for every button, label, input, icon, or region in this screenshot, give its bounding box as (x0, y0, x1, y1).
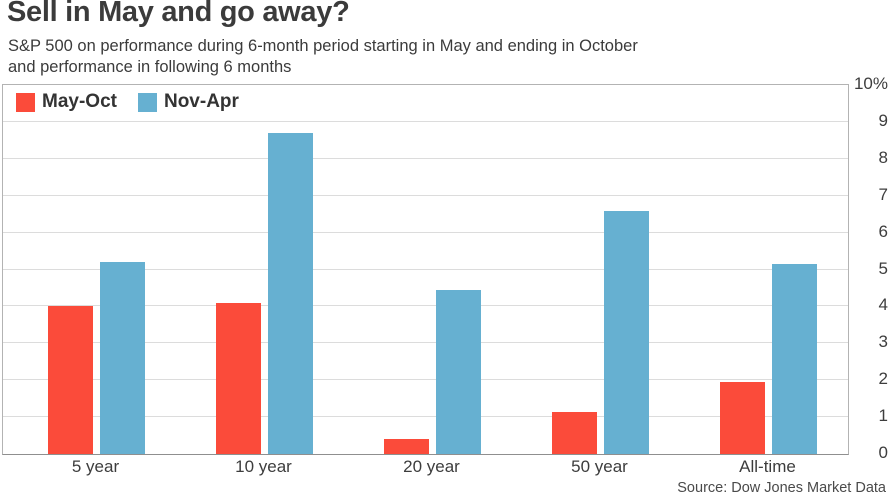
bar-nov-apr-5-year (100, 262, 145, 454)
gridline (3, 305, 848, 307)
bar-may-oct-all-time (720, 382, 765, 454)
y-axis-tick-4: 4 (878, 295, 888, 315)
gridline (3, 120, 848, 122)
bar-group-all-time (720, 264, 817, 454)
y-axis-tick-5: 5 (878, 258, 888, 278)
y-axis-tick-1: 1 (878, 406, 888, 426)
bar-group-50-year (552, 210, 649, 454)
x-axis-label-50-year: 50 year (571, 457, 628, 476)
bar-may-oct-5-year (48, 306, 93, 454)
gridline (3, 268, 848, 270)
gridline (3, 379, 848, 381)
y-axis-tick-3: 3 (878, 332, 888, 352)
y-axis-tick-7: 7 (878, 184, 888, 204)
gridline (3, 157, 848, 159)
y-axis-tick-0: 0 (878, 443, 888, 462)
bar-may-oct-50-year (552, 411, 597, 454)
y-axis-tick-2: 2 (878, 369, 888, 389)
chart-subtitle-line1: S&P 500 on performance during 6-month pe… (8, 37, 638, 55)
gridline (3, 416, 848, 418)
y-axis-tick-10pct: 10% (853, 74, 888, 93)
gridline (3, 231, 848, 233)
plot-area: May-Oct Nov-Apr (2, 84, 849, 455)
bar-group-5-year (48, 262, 145, 454)
x-axis-label-10-year: 10 year (235, 457, 292, 476)
bar-nov-apr-10-year (268, 133, 313, 454)
y-axis-tick-9: 9 (878, 110, 888, 130)
bar-group-10-year (216, 133, 313, 454)
legend: May-Oct Nov-Apr (16, 91, 239, 113)
y-axis-labels: 10% 9 8 7 6 5 4 3 2 1 0 (850, 74, 889, 462)
bar-nov-apr-all-time (772, 264, 817, 454)
y-axis-tick-6: 6 (878, 221, 888, 241)
legend-label-nov-apr: Nov-Apr (163, 91, 239, 112)
x-axis-label-20-year: 20 year (403, 457, 460, 476)
source-note: Source: Dow Jones Market Data (677, 480, 886, 496)
bar-may-oct-10-year (216, 302, 261, 454)
legend-label-may-oct: May-Oct (42, 91, 117, 112)
legend-swatch-nov-apr (137, 92, 157, 112)
chart-title: Sell in May and go away? (7, 0, 350, 28)
gridline (3, 342, 848, 344)
bar-group-20-year (384, 289, 481, 454)
x-axis-label-all-time: All-time (739, 457, 796, 476)
chart-subtitle-line2: and performance in following 6 months (8, 57, 292, 76)
x-axis-label-5-year: 5 year (71, 457, 120, 476)
chart-subtitle: S&P 500 on performance during 6-month pe… (8, 36, 638, 77)
bar-may-oct-20-year (384, 439, 429, 454)
bar-nov-apr-20-year (436, 289, 481, 454)
legend-swatch-may-oct (16, 92, 35, 112)
bar-nov-apr-50-year (604, 210, 649, 454)
gridline (3, 194, 848, 196)
y-axis-tick-8: 8 (878, 147, 888, 167)
